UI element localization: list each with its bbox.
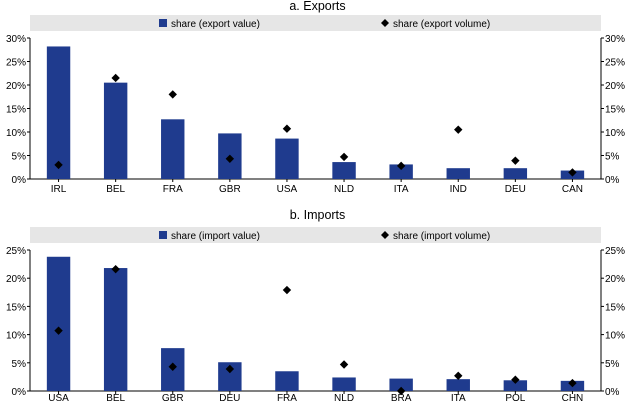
x-tick-label: NLD (334, 393, 354, 404)
marker-nld (339, 152, 349, 162)
bar-irl (46, 46, 71, 180)
y-tick-label-left: 15% (6, 105, 26, 116)
bar-deu (503, 168, 528, 179)
marker-bel (111, 264, 120, 274)
marker-bel (111, 73, 120, 83)
marker-usa (54, 326, 63, 335)
y-tick-label-left: 0% (12, 175, 27, 186)
bar-fra (275, 371, 299, 391)
x-tick-label: POL (505, 393, 525, 404)
marker-ita (454, 371, 463, 380)
marker-pol (511, 375, 520, 384)
bar-pol (503, 380, 528, 391)
legend-label-value: share (export value) (171, 19, 260, 30)
bar-nld (332, 162, 356, 179)
y-tick-label-right: 15% (605, 302, 625, 313)
marker-ita (396, 161, 406, 171)
bar-ita (446, 379, 470, 391)
x-tick-label: GBR (162, 393, 184, 404)
legend-label-volume: share (export volume) (393, 19, 490, 30)
y-tick-label-left: 25% (6, 58, 26, 69)
y-tick-label-right: 20% (605, 81, 625, 92)
marker-gbr (168, 362, 177, 371)
y-tick-label-right: 5% (605, 359, 620, 370)
y-tick-label-left: 0% (12, 387, 27, 398)
marker-ind (454, 125, 463, 134)
bar-deu (218, 362, 242, 391)
legend-marker-volume (381, 19, 389, 27)
legend-swatch-value (159, 231, 167, 239)
bar-fra (161, 119, 185, 179)
x-tick-label: GBR (219, 184, 241, 195)
y-tick-label-left: 30% (6, 34, 26, 45)
legend-background (30, 227, 601, 243)
y-tick-label-left: 5% (12, 152, 27, 163)
x-tick-label: USA (48, 393, 69, 404)
marker-deu (511, 156, 520, 165)
y-tick-label-right: 5% (605, 152, 620, 163)
y-tick-label-left: 10% (6, 331, 26, 342)
bar-bel (103, 82, 128, 179)
marker-can (568, 168, 577, 177)
bar-ita (389, 164, 413, 179)
x-tick-label: ITA (451, 393, 466, 404)
x-tick-label: CAN (562, 184, 583, 195)
y-tick-label-right: 0% (605, 175, 620, 186)
y-tick-label-left: 20% (6, 81, 26, 92)
y-tick-label-left: 20% (6, 274, 26, 285)
y-tick-label-right: 0% (605, 387, 620, 398)
x-tick-label: FRA (163, 184, 183, 195)
marker-fra (168, 90, 177, 99)
legend-swatch-value (159, 19, 167, 27)
y-tick-label-left: 15% (6, 302, 26, 313)
y-tick-label-right: 25% (605, 246, 625, 257)
bar-usa (46, 256, 71, 391)
y-tick-label-right: 30% (605, 34, 625, 45)
x-tick-label: DEU (219, 393, 240, 404)
x-tick-label: BRA (391, 393, 412, 404)
y-tick-label-left: 5% (12, 359, 27, 370)
marker-nld (339, 360, 349, 369)
marker-chn (568, 378, 577, 388)
legend-label-volume: share (import volume) (393, 231, 490, 242)
bar-bra (389, 378, 413, 391)
chart-title: a. Exports (289, 0, 345, 13)
legend-label-value: share (import value) (171, 231, 260, 242)
marker-gbr (225, 154, 235, 163)
y-tick-label-left: 10% (6, 128, 26, 139)
x-tick-label: FRA (277, 393, 297, 404)
x-tick-label: IRL (51, 184, 67, 195)
marker-usa (282, 124, 292, 133)
y-tick-label-right: 10% (605, 331, 625, 342)
bar-bel (103, 268, 128, 391)
bar-ind (446, 168, 470, 179)
y-tick-label-right: 25% (605, 58, 625, 69)
x-tick-label: USA (277, 184, 298, 195)
x-tick-label: BEL (106, 393, 125, 404)
marker-irl (54, 160, 63, 170)
y-tick-label-right: 20% (605, 274, 625, 285)
panel-exports: a. Exports share (export value) share (exp… (6, 0, 625, 195)
marker-fra (282, 285, 292, 295)
bar-nld (332, 377, 356, 391)
x-tick-label: NLD (334, 184, 354, 195)
x-tick-label: CHN (562, 393, 584, 404)
y-tick-label-right: 15% (605, 105, 625, 116)
legend-marker-volume (381, 231, 389, 239)
marker-deu (225, 364, 235, 374)
x-tick-label: IND (450, 184, 467, 195)
panel-imports: b. Imports share (import value) share (imp… (6, 208, 625, 404)
chart-title: b. Imports (290, 208, 346, 222)
y-tick-label-left: 25% (6, 246, 26, 257)
y-tick-label-right: 10% (605, 128, 625, 139)
legend-background (30, 15, 601, 31)
x-tick-label: DEU (505, 184, 526, 195)
x-tick-label: ITA (394, 184, 409, 195)
x-tick-label: BEL (106, 184, 125, 195)
bar-usa (275, 138, 299, 179)
